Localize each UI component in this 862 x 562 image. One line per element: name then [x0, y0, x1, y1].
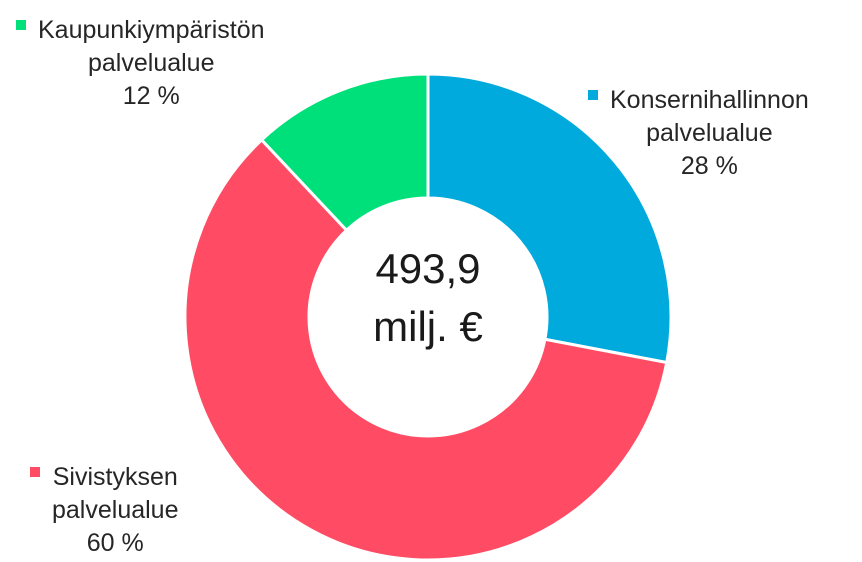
slice	[183, 137, 669, 562]
slice-label: Kaupunkiympäristön palvelualue 12 %	[16, 14, 265, 113]
slice	[426, 72, 673, 365]
legend-marker	[16, 20, 26, 30]
slice-label: Konsernihallinnon palvelualue 28 %	[588, 84, 809, 183]
value-label: 12 %	[122, 82, 180, 110]
series-name: Kaupunkiympäristön palvelualue	[38, 16, 265, 77]
series-name: Konsernihallinnon palvelualue	[610, 86, 809, 147]
series-name: Sivistyksen palvelualue	[52, 463, 179, 524]
label-box: Sivistyksen palvelualue 60 %	[52, 461, 179, 560]
slice	[259, 72, 430, 233]
slice-label: Sivistyksen palvelualue 60 %	[30, 461, 179, 560]
legend-marker	[588, 90, 598, 100]
value-label: 60 %	[86, 529, 144, 557]
center-label: milj. €	[373, 303, 483, 350]
value-label: 28 %	[680, 152, 738, 180]
label-box: Kaupunkiympäristön palvelualue 12 %	[38, 14, 265, 113]
legend-marker	[30, 467, 40, 477]
label-box: Konsernihallinnon palvelualue 28 %	[610, 84, 809, 183]
center-label: 493,9	[375, 245, 480, 292]
